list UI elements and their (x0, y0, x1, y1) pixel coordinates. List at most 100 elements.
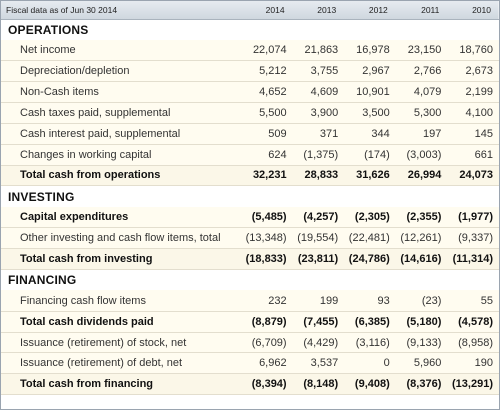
table-row: Total cash from financing (8,394) (8,148)(… (1, 373, 499, 396)
section-title: INVESTING (8, 189, 75, 204)
value-cell: (13,291) (447, 373, 499, 396)
row-label: Issuance (retirement) of stock, net (1, 332, 241, 354)
row-label: Non-Cash items (1, 81, 241, 104)
value-cell: 3,755 (292, 60, 345, 83)
value-cell: (7,455) (292, 311, 345, 333)
value-cell: (4,578) (447, 311, 499, 333)
header-row: Fiscal data as of Jun 30 2014 2014 2013 … (1, 1, 499, 20)
row-label: Financing cash flow items (1, 290, 241, 312)
table-row: Total cash dividends paid (8,879) (7,455)(… (1, 311, 499, 333)
cash-flow-table: Fiscal data as of Jun 30 2014 2014 2013 … (1, 1, 499, 396)
section-header-investing: INVESTING (1, 185, 499, 207)
value-cell: 2,766 (395, 60, 448, 83)
year-header: 2011 (395, 1, 448, 20)
value-cell: 3,900 (292, 102, 345, 124)
row-label: Total cash dividends paid (1, 311, 241, 333)
value-cell: 55 (447, 290, 499, 312)
value-cell: 6,962 (241, 352, 293, 375)
section-title: FINANCING (8, 273, 77, 288)
row-label: Total cash from investing (1, 248, 241, 270)
table-row: Total cash from investing (18,833) (23,811… (1, 248, 499, 270)
value-cell: (174) (344, 144, 396, 166)
value-cell: 24,073 (447, 165, 499, 187)
table-row: Issuance (retirement) of stock, net (6,70… (1, 332, 499, 354)
value-cell: (23,811) (292, 248, 345, 270)
row-label: Total cash from financing (1, 373, 241, 396)
value-cell: 5,960 (395, 352, 448, 375)
value-cell: 16,978 (344, 40, 396, 62)
value-cell: 344 (344, 123, 396, 145)
row-label: Issuance (retirement) of debt, net (1, 352, 241, 375)
table-row: Net income 22,074 21,863 16,978 23,150 18,760 (1, 40, 499, 62)
value-cell: (4,257) (292, 206, 345, 229)
value-cell: 5,300 (395, 102, 448, 124)
value-cell: (9,133) (395, 332, 448, 354)
value-cell: (22,481) (344, 227, 396, 250)
value-cell: (8,958) (447, 332, 499, 354)
table-row: Total cash from operations 32,231 28,833 31… (1, 165, 499, 187)
value-cell: 2,199 (447, 81, 499, 104)
year-header: 2014 (241, 1, 293, 20)
value-cell: 5,212 (241, 60, 293, 83)
value-cell: 0 (344, 352, 396, 375)
table-row: Cash taxes paid, supplemental 5,500 3,900 3… (1, 102, 499, 124)
value-cell: (14,616) (395, 248, 448, 270)
row-label: Capital expenditures (1, 206, 241, 229)
value-cell: (8,879) (241, 311, 293, 333)
year-header: 2012 (344, 1, 396, 20)
value-cell: (4,429) (292, 332, 345, 354)
row-label: Cash taxes paid, supplemental (1, 102, 241, 124)
value-cell: 28,833 (292, 165, 345, 187)
row-label: Other investing and cash flow items, tot… (1, 227, 241, 250)
value-cell: 624 (241, 144, 293, 166)
value-cell: (12,261) (395, 227, 448, 250)
value-cell: (19,554) (292, 227, 345, 250)
table-row: Capital expenditures (5,485) (4,257) (2,305… (1, 206, 499, 229)
value-cell: 509 (241, 123, 293, 145)
value-cell: 4,100 (447, 102, 499, 124)
value-cell: (23) (395, 290, 448, 312)
table-row: Issuance (retirement) of debt, net 6,962 3… (1, 352, 499, 375)
value-cell: (5,180) (395, 311, 448, 333)
value-cell: 2,673 (447, 60, 499, 83)
value-cell: 23,150 (395, 40, 448, 62)
value-cell: 2,967 (344, 60, 396, 83)
value-cell: (8,148) (292, 373, 345, 396)
value-cell: 190 (447, 352, 499, 375)
value-cell: (8,394) (241, 373, 293, 396)
value-cell: 661 (447, 144, 499, 166)
fiscal-data-label: Fiscal data as of Jun 30 2014 (1, 1, 241, 20)
value-cell: (6,385) (344, 311, 396, 333)
value-cell: 3,537 (292, 352, 345, 375)
value-cell: (11,314) (447, 248, 499, 270)
year-header: 2013 (292, 1, 345, 20)
value-cell: (8,376) (395, 373, 448, 396)
value-cell: 4,652 (241, 81, 293, 104)
value-cell: (3,003) (395, 144, 448, 166)
statement-body: OPERATIONS Net income 22,074 21,863 16,978 23… (1, 19, 499, 396)
value-cell: 21,863 (292, 40, 345, 62)
value-cell: 22,074 (241, 40, 293, 62)
value-cell: (9,337) (447, 227, 499, 250)
row-label: Depreciation/depletion (1, 60, 241, 83)
value-cell: 93 (344, 290, 396, 312)
value-cell: (3,116) (344, 332, 396, 354)
value-cell: (6,709) (241, 332, 293, 354)
value-cell: 10,901 (344, 81, 396, 104)
table-row: Non-Cash items 4,652 4,609 10,901 4,079 2,199 (1, 81, 499, 104)
value-cell: 371 (292, 123, 345, 145)
row-label: Net income (1, 40, 241, 62)
table-row: Financing cash flow items 232 199 93 (23) 55 (1, 290, 499, 312)
value-cell: 4,609 (292, 81, 345, 104)
value-cell: (24,786) (344, 248, 396, 270)
row-label: Cash interest paid, supplemental (1, 123, 241, 145)
value-cell: (9,408) (344, 373, 396, 396)
section-title: OPERATIONS (8, 22, 89, 37)
value-cell: 18,760 (447, 40, 499, 62)
value-cell: 3,500 (344, 102, 396, 124)
value-cell: 5,500 (241, 102, 293, 124)
value-cell: (2,305) (344, 206, 396, 229)
value-cell: (1,375) (292, 144, 345, 166)
value-cell: 32,231 (241, 165, 293, 187)
